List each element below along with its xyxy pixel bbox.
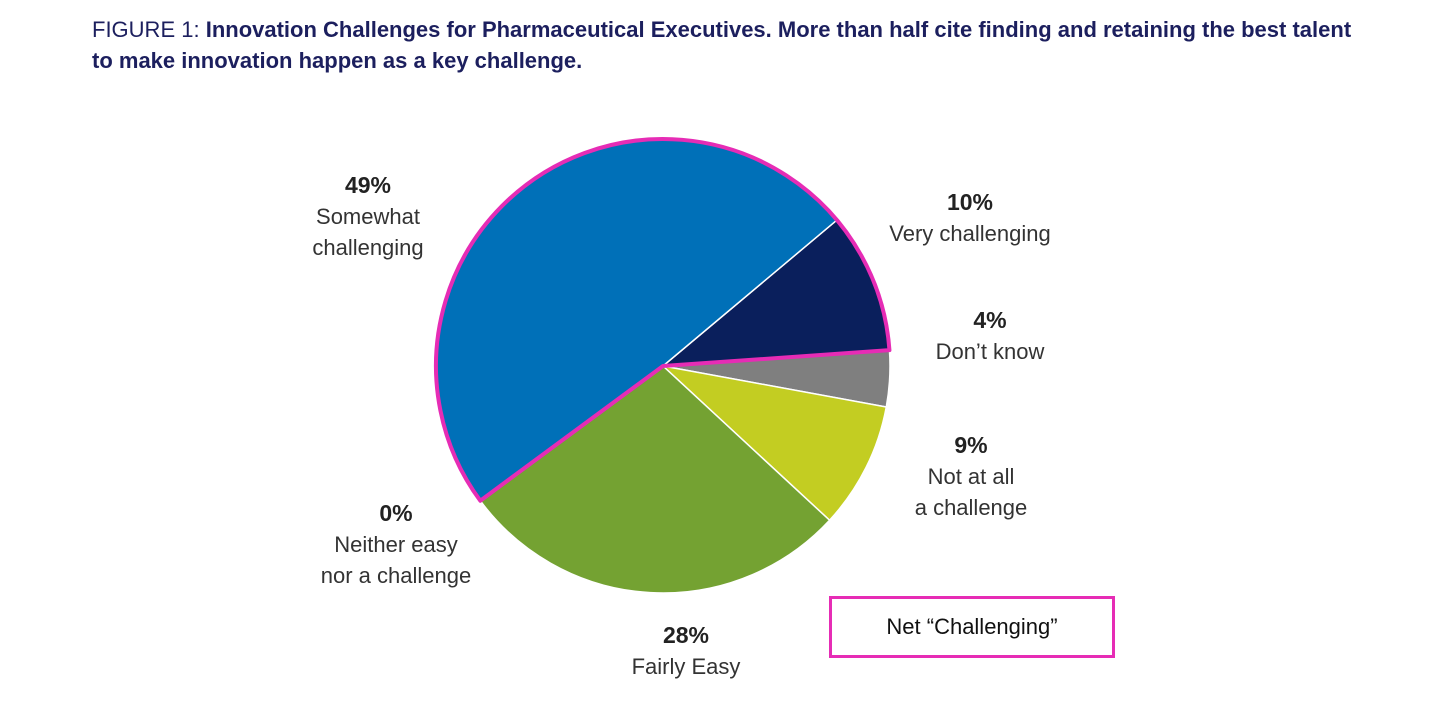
pie-slice-fairly-easy [479,365,831,594]
label-neither: 0% Neither easy nor a challenge [321,498,471,591]
label-fairly-easy: 28% Fairly Easy [632,620,741,682]
label-notatall-pct: 9% [954,432,988,458]
label-not-at-all: 9% Not at all a challenge [915,430,1028,523]
label-fairly-line1: Fairly Easy [631,654,741,679]
label-neither-line1: Neither easy [334,532,458,557]
figure-label: FIGURE 1: [92,17,200,42]
label-notatall-line1: Not at all [927,464,1015,489]
label-neither-line2: nor a challenge [320,563,472,588]
figure-title: Innovation Challenges for Pharmaceutical… [92,17,1352,73]
label-very-pct: 10% [946,189,994,215]
label-very-challenging: 10% Very challenging [889,187,1050,249]
figure-caption: FIGURE 1: Innovation Challenges for Phar… [92,14,1372,76]
label-dontknow-line1: Don’t know [935,339,1045,364]
net-challenging-label: Net “Challenging” [886,614,1058,639]
label-notatall-line2: a challenge [914,495,1028,520]
label-somewhat-line1: Somewhat [316,204,420,229]
net-challenging-legend: Net “Challenging” [829,596,1115,658]
label-somewhat-challenging: 49% Somewhat challenging [312,170,423,263]
label-very-line1: Very challenging [889,221,1051,246]
pie-slice-not-at-all-a-challenge [660,364,888,522]
net-challenging-outline [434,137,892,503]
label-fairly-pct: 28% [662,622,710,648]
label-neither-pct: 0% [379,500,413,526]
label-somewhat-pct: 49% [344,172,392,198]
label-dont-know: 4% Don’t know [936,305,1045,367]
label-dontknow-pct: 4% [973,307,1007,333]
label-somewhat-line2: challenging [312,235,424,260]
